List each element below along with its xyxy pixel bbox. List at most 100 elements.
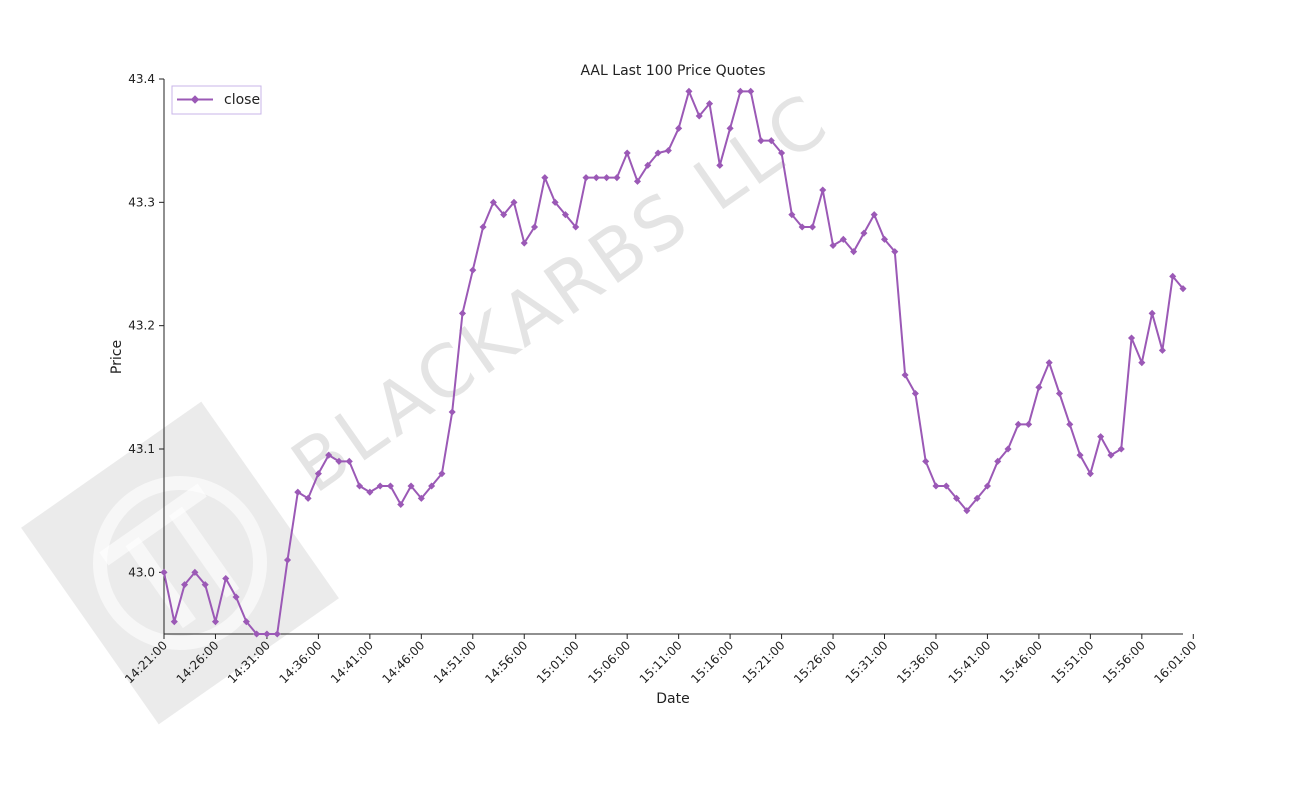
data-point [757,137,765,145]
data-point [160,568,168,576]
data-point [1055,389,1064,398]
data-point [613,174,621,182]
data-point [860,229,868,237]
data-point [500,211,508,219]
data-point [356,482,364,490]
data-point [469,266,477,274]
data-point [1148,309,1156,317]
data-point [654,149,662,157]
data-point [922,457,930,465]
x-tick-label: 15:06:00 [585,638,633,686]
data-point [983,482,991,490]
data-point [335,457,343,465]
x-tick-label: 15:36:00 [894,638,942,686]
data-point [911,389,919,398]
data-point [891,248,899,256]
y-axis-title: Price [109,340,125,374]
data-point [294,488,302,496]
data-point [345,457,353,465]
data-point [829,241,837,250]
data-point [407,482,415,490]
data-point [705,100,714,108]
data-point [592,174,600,182]
data-point [798,223,806,231]
data-point [376,482,384,490]
legend-label: close [224,92,260,108]
data-point [633,177,642,185]
data-point [623,149,631,157]
x-tick-label: 14:51:00 [431,638,479,686]
data-point [325,451,333,459]
data-point [531,223,539,231]
data-point [417,494,425,502]
data-point [664,146,672,155]
data-point [1066,420,1074,428]
y-tick-label: 43.0 [128,565,155,579]
pi-logo-watermark [21,401,339,725]
data-point [603,174,611,182]
data-point [901,371,909,379]
data-point [808,223,816,231]
data-point [263,630,271,638]
x-tick-label: 15:26:00 [791,638,839,686]
data-point [716,161,724,169]
data-point [736,87,744,95]
x-tick-label: 15:31:00 [843,638,891,686]
data-point [1014,420,1022,428]
watermark: BLACKARBS LLC [21,77,844,725]
data-point [1004,445,1012,453]
x-tick-label: 15:01:00 [534,638,582,686]
data-point [211,618,220,626]
legend: close [171,85,262,115]
data-point [880,235,889,243]
data-point [458,309,467,317]
data-point [170,618,178,626]
data-point [386,482,394,490]
series-line-close [163,90,1184,635]
data-point [304,494,312,502]
y-tick-label: 43.2 [128,319,155,333]
data-point [1138,359,1146,367]
data-point [366,488,374,496]
y-tick-label: 43.4 [128,72,155,86]
data-point [314,470,322,478]
data-point [520,239,528,247]
data-point [953,494,961,502]
data-point [232,593,240,601]
x-tick-label: 16:01:00 [1151,638,1199,686]
data-point [675,124,683,132]
data-point [767,137,775,145]
data-point [242,618,250,626]
data-point [747,87,755,95]
data-point [201,581,209,589]
x-tick-label: 15:46:00 [997,638,1045,686]
x-tick-label: 14:41:00 [328,638,376,686]
data-point [561,211,569,219]
data-point [819,186,827,194]
x-tick-label: 14:56:00 [482,638,530,686]
x-tick-label: 15:16:00 [688,638,736,686]
data-point [438,470,446,478]
x-tick-label: 14:36:00 [276,638,324,686]
chart-title: AAL Last 100 Price Quotes [580,63,765,79]
data-point [778,149,786,157]
data-point [181,581,189,589]
data-point [582,174,590,182]
data-point [448,408,456,416]
data-point [283,556,292,564]
data-point [932,482,940,490]
y-ticks: 43.0 43.1 43.2 43.3 43.4 [128,72,164,579]
data-point [1025,420,1033,428]
data-point [1158,346,1166,354]
data-point [253,630,261,638]
data-point [191,568,199,576]
data-point [994,457,1002,465]
data-point [695,112,703,120]
data-point [839,235,847,243]
data-point [510,198,518,206]
x-tick-label: 15:56:00 [1100,638,1148,686]
data-point [551,198,559,206]
data-point [788,211,796,219]
x-tick-label: 15:51:00 [1048,638,1096,686]
